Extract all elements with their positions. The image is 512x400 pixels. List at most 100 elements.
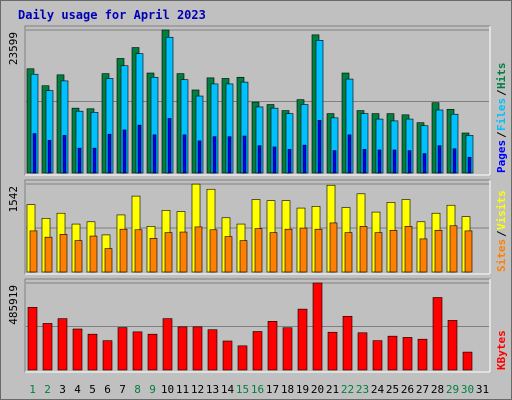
legend-separator: / <box>495 89 508 96</box>
bar-pages <box>122 129 127 174</box>
bar-kbytes <box>42 323 53 371</box>
x-tick-label: 29 <box>446 383 459 396</box>
bar-sites <box>74 240 83 273</box>
bar-sites <box>299 227 308 273</box>
legend-visits: Visits <box>495 190 508 230</box>
x-tick-label: 30 <box>461 383 474 396</box>
bar-kbytes <box>102 340 113 371</box>
bar-sites <box>119 228 128 273</box>
x-tick-label: 17 <box>266 383 279 396</box>
x-tick-label: 13 <box>206 383 219 396</box>
legend-sites: Sites <box>495 239 508 272</box>
bar-kbytes <box>267 321 278 371</box>
y-max-label: 23599 <box>7 32 20 65</box>
x-tick-label: 31 <box>476 383 489 396</box>
bar-pages <box>152 134 157 174</box>
bar-pages <box>437 145 442 174</box>
bar-sites <box>434 230 443 273</box>
x-tick-label: 18 <box>281 383 294 396</box>
bar-kbytes <box>432 297 443 371</box>
bar-kbytes <box>117 327 128 371</box>
bar-pages <box>332 150 337 174</box>
x-tick-label: 28 <box>431 383 444 396</box>
y-max-label: 485919 <box>7 285 20 325</box>
x-tick-label: 23 <box>356 383 369 396</box>
x-tick-label: 8 <box>134 383 141 396</box>
bar-kbytes <box>147 333 158 371</box>
bar-sites <box>329 222 338 273</box>
legend-files: Files <box>495 98 508 131</box>
bar-pages <box>347 134 352 174</box>
bar-pages <box>392 149 397 174</box>
bar-pages <box>422 153 427 174</box>
bar-kbytes <box>72 328 83 371</box>
x-tick-label: 11 <box>176 383 189 396</box>
bar-kbytes <box>27 307 38 371</box>
bar-kbytes <box>402 337 413 371</box>
bar-sites <box>89 235 98 273</box>
x-tick-label: 12 <box>191 383 204 396</box>
x-tick-label: 1 <box>29 383 36 396</box>
x-tick-label: 4 <box>74 383 81 396</box>
bar-pages <box>47 139 52 174</box>
bar-pages <box>302 144 307 174</box>
bar-pages <box>272 146 277 174</box>
bar-sites <box>389 230 398 273</box>
bar-pages <box>107 133 112 174</box>
bar-sites <box>164 232 173 273</box>
bar-sites <box>209 229 218 273</box>
bar-pages <box>377 149 382 174</box>
bar-sites <box>194 226 203 273</box>
bar-sites <box>464 230 473 273</box>
bar-sites <box>59 234 68 273</box>
bar-pages <box>362 149 367 174</box>
bar-kbytes <box>357 332 368 371</box>
bar-sites <box>419 238 428 273</box>
bar-sites <box>44 236 53 273</box>
x-tick-label: 15 <box>236 383 249 396</box>
bar-kbytes <box>327 331 338 371</box>
bar-sites <box>374 232 383 273</box>
bar-pages <box>77 147 82 174</box>
x-tick-label: 20 <box>311 383 324 396</box>
bar-pages <box>62 135 67 174</box>
x-tick-label: 5 <box>89 383 96 396</box>
bar-sites <box>179 231 188 273</box>
bar-sites <box>134 229 143 273</box>
bar-kbytes <box>162 318 173 371</box>
bar-pages <box>407 150 412 174</box>
bar-kbytes <box>447 320 458 371</box>
bar-pages <box>212 136 217 174</box>
x-tick-label: 14 <box>221 383 235 396</box>
bar-kbytes <box>192 326 203 371</box>
legend-kbytes: KBytes <box>495 330 508 370</box>
bar-kbytes <box>207 329 218 371</box>
x-tick-label: 3 <box>59 383 66 396</box>
x-tick-label: 19 <box>296 383 309 396</box>
bar-sites <box>344 232 353 273</box>
bar-sites <box>149 238 158 273</box>
bar-pages <box>137 124 142 174</box>
bar-sites <box>284 228 293 273</box>
x-tick-label: 21 <box>326 383 339 396</box>
x-tick-label: 27 <box>416 383 429 396</box>
x-tick-label: 2 <box>44 383 51 396</box>
bar-sites <box>359 226 368 273</box>
bar-sites <box>449 225 458 273</box>
bar-kbytes <box>282 327 293 371</box>
bar-kbytes <box>132 331 143 371</box>
legend-separator: / <box>495 230 508 237</box>
bar-sites <box>314 228 323 273</box>
bar-pages <box>452 148 457 174</box>
x-tick-label: 24 <box>371 383 385 396</box>
legend-hits: Hits <box>495 63 508 90</box>
x-tick-label: 10 <box>161 383 174 396</box>
bar-sites <box>224 236 233 273</box>
bar-pages <box>197 140 202 174</box>
bar-kbytes <box>222 340 233 371</box>
bar-kbytes <box>417 338 428 371</box>
x-tick-label: 7 <box>119 383 126 396</box>
bar-kbytes <box>462 351 473 371</box>
bar-sites <box>404 226 413 273</box>
